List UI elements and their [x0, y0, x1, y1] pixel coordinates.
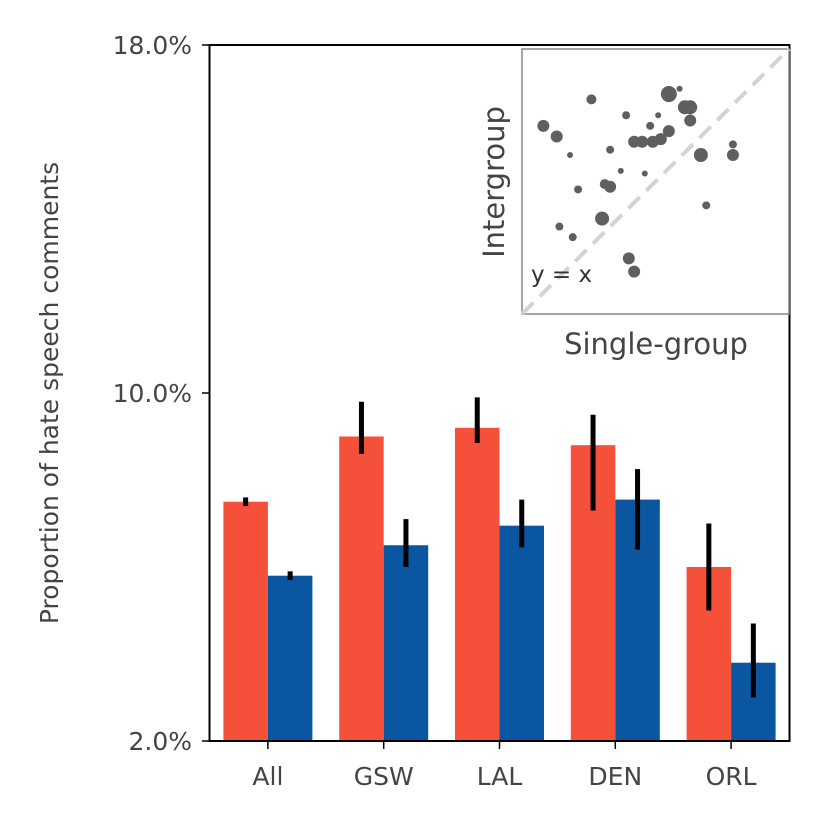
x-tick-label-all: All: [252, 762, 283, 791]
error-bars-group: [243, 397, 756, 698]
inset-point: [604, 180, 617, 193]
inset-point: [567, 152, 574, 158]
inset-point: [622, 252, 635, 265]
bar-all-series-2: [267, 575, 313, 741]
bars-group: [223, 427, 776, 741]
inset-point: [628, 265, 641, 278]
inset-point: [641, 170, 648, 177]
y-tick-label: 2.0%: [128, 727, 192, 756]
x-tick-label-den: DEN: [588, 762, 642, 791]
inset-point: [654, 133, 667, 146]
inset-point: [606, 145, 615, 154]
inset-point: [550, 130, 563, 143]
inset-point: [655, 112, 662, 119]
inset-point: [728, 140, 737, 149]
inset-point: [662, 125, 675, 138]
x-tick-label-orl: ORL: [706, 762, 757, 791]
inset-point: [586, 94, 597, 105]
inset-scatter: y = x Intergroup Single-group: [477, 47, 791, 361]
inset-point: [646, 121, 655, 130]
y-axis-label: Proportion of hate speech comments: [35, 162, 64, 624]
inset-points-group: [537, 85, 739, 278]
inset-point: [555, 222, 564, 231]
inset-point: [537, 119, 550, 132]
inset-point: [676, 85, 683, 92]
y-tick-label: 18.0%: [113, 31, 192, 60]
inset-annotation: y = x: [531, 262, 592, 288]
inset-point: [595, 211, 610, 226]
x-ticks-group: All GSW LAL DEN ORL: [252, 741, 757, 791]
inset-point: [693, 148, 708, 162]
inset-point: [726, 149, 739, 161]
inset-reference-line: [520, 47, 791, 316]
y-ticks-group: 2.0% 10.0% 18.0%: [113, 31, 210, 756]
bar-all-series-1: [223, 501, 268, 741]
bar-gsw-series-1: [339, 436, 384, 741]
bar-gsw-series-2: [383, 545, 429, 741]
inset-point: [684, 114, 697, 127]
inset-point: [660, 86, 677, 103]
inset-x-label: Single-group: [564, 327, 748, 361]
bar-lal-series-1: [455, 427, 500, 741]
inset-point: [568, 233, 577, 242]
inset-point: [574, 185, 583, 194]
y-tick-label: 10.0%: [113, 379, 192, 408]
x-tick-label-lal: LAL: [477, 762, 523, 791]
inset-point: [622, 111, 631, 120]
inset-y-label: Intergroup: [477, 106, 511, 258]
bar-lal-series-2: [499, 525, 544, 741]
inset-point: [636, 135, 649, 148]
inset-point: [617, 167, 624, 174]
inset-point: [683, 100, 698, 115]
inset-point: [702, 201, 711, 210]
x-tick-label-gsw: GSW: [354, 762, 414, 791]
